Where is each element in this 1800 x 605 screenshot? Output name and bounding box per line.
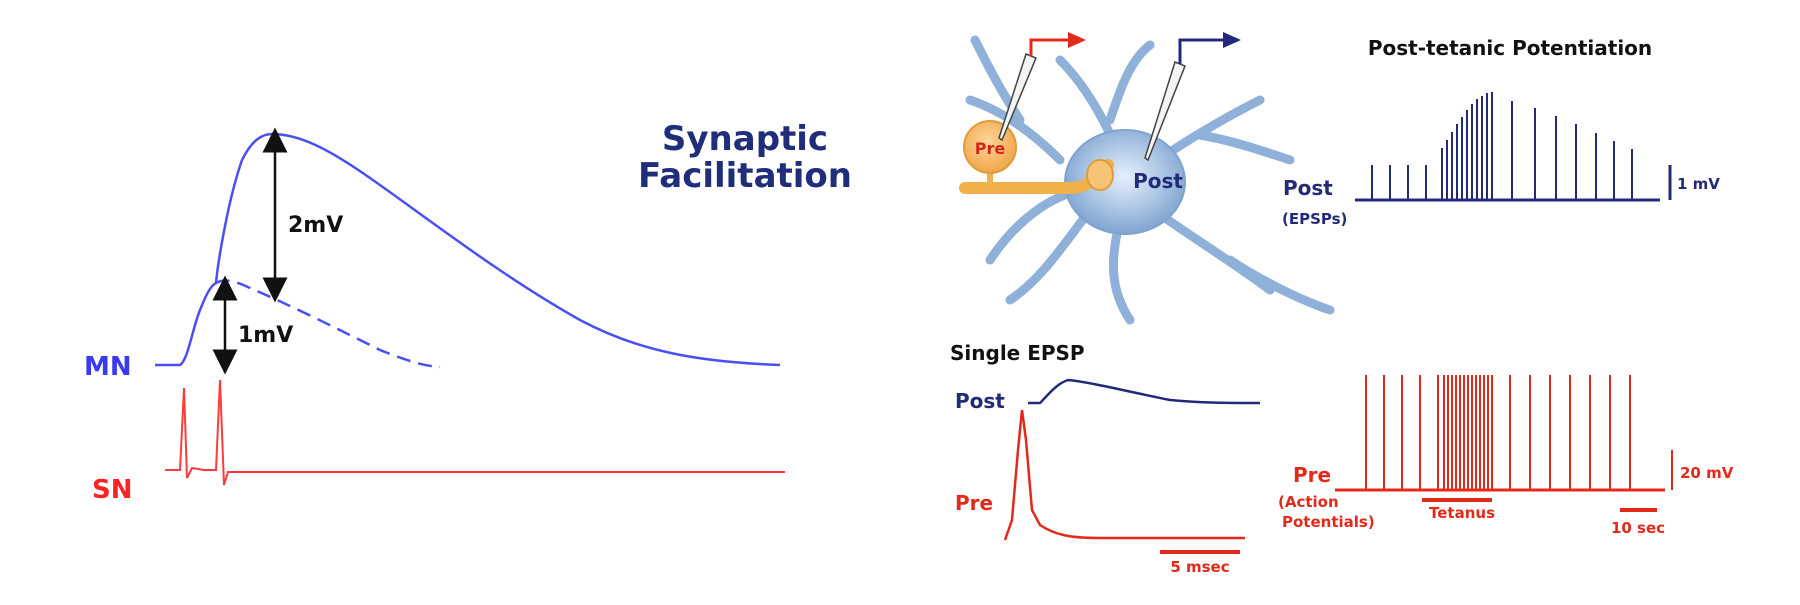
ptp-pre-sublabel1: (Action [1278, 493, 1339, 511]
axon-terminal [1086, 159, 1114, 191]
facilitation-title-line1: Synaptic [662, 119, 828, 159]
ptp-title: Post-tetanic Potentiation [1368, 36, 1652, 60]
single-epsp-title: Single EPSP [950, 341, 1085, 365]
single-epsp-pre-trace [1003, 409, 1245, 541]
big-arrow-label: 2mV [288, 213, 343, 238]
pre-soma-label: Pre [975, 139, 1006, 158]
single-epsp-pre-label: Pre [955, 491, 993, 515]
mn-label: MN [84, 352, 132, 382]
ptp-post-trace [1355, 92, 1660, 202]
ptp-pre-scale: 20 mV [1680, 464, 1734, 482]
mn-dashed-decay [215, 279, 441, 369]
single-epsp-post-trace [1028, 378, 1261, 405]
facilitation-title-line2: Facilitation [638, 156, 852, 196]
sn-trace [165, 379, 785, 486]
ptp-post-label: Post [1283, 176, 1333, 200]
small-arrow-label: 1mV [238, 323, 293, 348]
neuron-illustration: Pre Post [959, 32, 1335, 325]
post-soma-label: Post [1133, 169, 1183, 193]
ptp-pre-trace [1335, 375, 1665, 492]
ptp-pre-label: Pre [1293, 463, 1331, 487]
single-epsp-post-label: Post [955, 389, 1005, 413]
post-electrode [1144, 32, 1241, 162]
ptp-post-scale: 1 mV [1677, 175, 1720, 193]
sn-label: SN [92, 475, 133, 505]
ptp-panel: Post-tetanic Potentiation Post (EPSPs) 1… [1278, 36, 1734, 537]
pre-electrode [998, 32, 1086, 142]
ptp-post-sublabel: (EPSPs) [1282, 210, 1347, 228]
tetanus-label: Tetanus [1429, 504, 1495, 522]
single-epsp-panel: Single EPSP Post Pre 5 msec [950, 341, 1261, 576]
single-epsp-time-scale: 5 msec [1170, 558, 1229, 576]
facilitation-panel: 2mV 1mV MN SN Synaptic Facilitation [84, 119, 852, 505]
ptp-pre-sublabel2: Potentials) [1282, 513, 1375, 531]
ptp-time-scale: 10 sec [1611, 519, 1665, 537]
